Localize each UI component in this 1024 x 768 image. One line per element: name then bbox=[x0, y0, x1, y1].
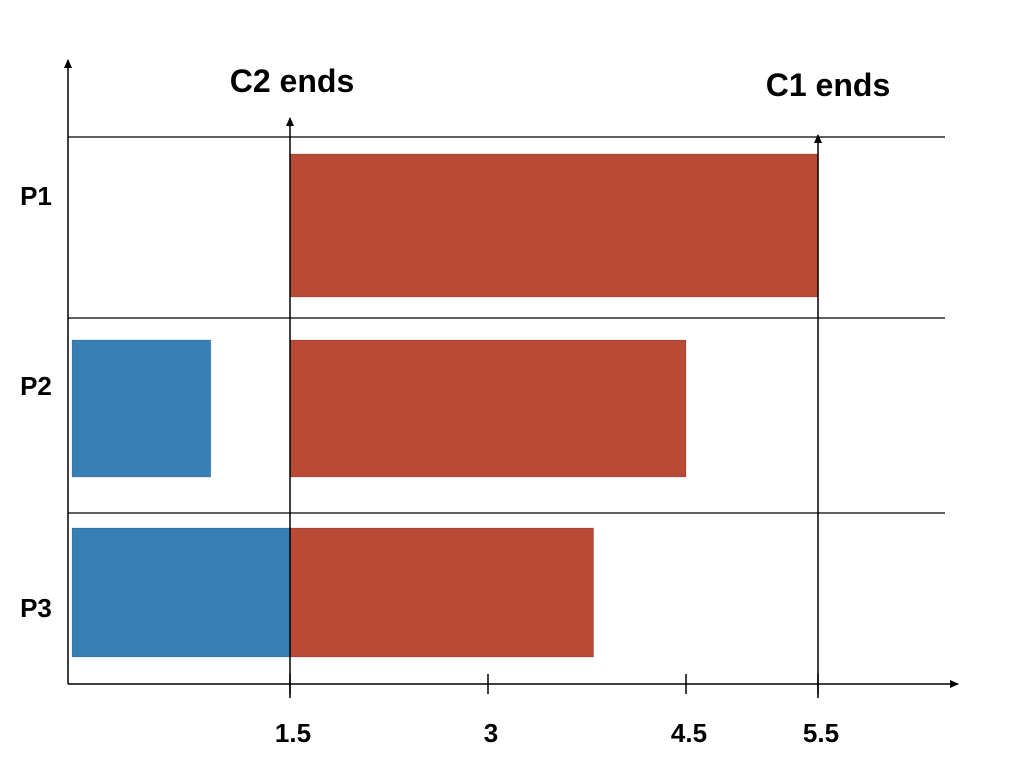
gantt-bar-p3-blue bbox=[71, 527, 291, 658]
x-tick-label: 5.5 bbox=[803, 718, 839, 748]
x-tick-label: 3 bbox=[484, 718, 498, 748]
row-label-p3: P3 bbox=[20, 593, 52, 623]
row-label-p2: P2 bbox=[20, 371, 52, 401]
marker-label-c1-ends: C1 ends bbox=[766, 67, 890, 103]
marker-label-c2-ends: C2 ends bbox=[230, 63, 354, 99]
gantt-bar-p2-blue bbox=[71, 339, 212, 478]
x-tick-label: 1.5 bbox=[275, 718, 311, 748]
gantt-bar-p2-red bbox=[289, 339, 687, 478]
row-label-p1: P1 bbox=[20, 181, 52, 211]
gantt-bar-p3-red bbox=[289, 527, 595, 658]
gantt-bar-p1-red bbox=[289, 153, 819, 298]
x-tick-label: 4.5 bbox=[671, 718, 707, 748]
